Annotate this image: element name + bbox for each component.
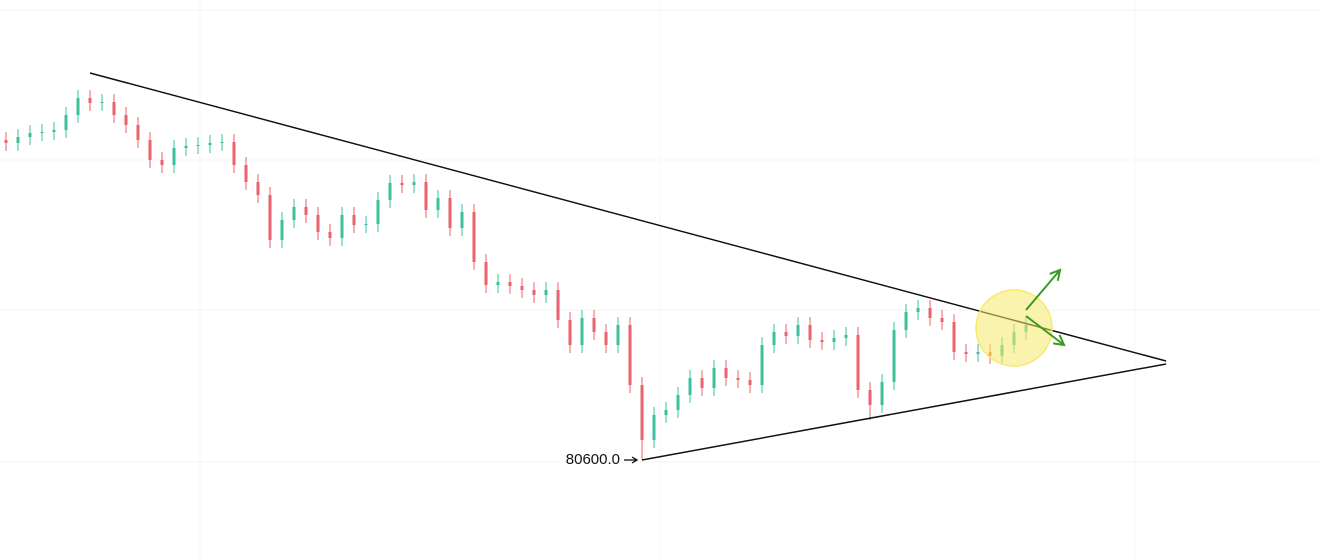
candle-body: [508, 282, 512, 286]
candle-body: [460, 212, 464, 228]
candle-body: [400, 183, 404, 185]
candle-body: [676, 395, 680, 410]
candle-body: [616, 325, 620, 345]
candle-body: [316, 215, 320, 232]
candle-body: [652, 415, 656, 440]
candle-body: [928, 308, 932, 318]
candle-body: [40, 132, 44, 133]
candle-body: [760, 345, 764, 385]
candle-body: [568, 320, 572, 345]
candle-body: [64, 115, 68, 130]
candle-body: [772, 332, 776, 345]
candle-body: [88, 98, 92, 103]
candle-body: [124, 115, 128, 125]
candle-body: [904, 312, 908, 330]
candle-body: [832, 338, 836, 342]
candle-body: [412, 182, 416, 185]
candle-body: [532, 290, 536, 295]
candle-body: [232, 142, 236, 165]
candle-body: [268, 195, 272, 240]
candle-body: [556, 290, 560, 320]
candle-body: [856, 335, 860, 390]
candle-body: [256, 182, 260, 195]
candle-body: [28, 133, 32, 137]
candle-body: [712, 368, 716, 388]
candle-body: [472, 212, 476, 262]
candle-body: [244, 165, 248, 182]
candle-body: [376, 200, 380, 224]
candle-body: [148, 140, 152, 160]
candle-body: [172, 148, 176, 165]
candle-body: [292, 207, 296, 220]
candle-body: [976, 352, 980, 354]
candle-body: [808, 325, 812, 340]
candle-body: [328, 232, 332, 238]
candle-body: [484, 262, 488, 285]
candle-body: [592, 318, 596, 332]
candle-body: [580, 318, 584, 345]
candle-body: [664, 410, 668, 415]
candle-body: [796, 325, 800, 336]
candle-body: [112, 102, 116, 115]
candle-body: [280, 220, 284, 240]
annotation-arrowhead: [631, 456, 639, 464]
candle-body: [820, 340, 824, 342]
candle-body: [892, 330, 896, 382]
candle-body: [916, 308, 920, 312]
candle-body: [196, 145, 200, 146]
candle-body: [964, 352, 968, 354]
candle-body: [352, 215, 356, 225]
candle-body: [880, 382, 884, 405]
direction-arrowhead: [1053, 334, 1066, 347]
candle-body: [940, 318, 944, 322]
candle-body: [868, 390, 872, 405]
candle-body: [520, 286, 524, 290]
candle-body: [724, 368, 728, 378]
candle-body: [448, 198, 452, 228]
candle-body: [208, 143, 212, 145]
candle-body: [700, 378, 704, 388]
trendline: [641, 363, 1167, 461]
candle-body: [220, 142, 224, 143]
highlight-circle: [975, 289, 1053, 367]
direction-arrow: [1025, 315, 1065, 346]
price-annotation: 80600.0: [566, 451, 620, 468]
candle-body: [748, 380, 752, 385]
candle-body: [160, 160, 164, 165]
candle-body: [364, 224, 368, 225]
candle-body: [496, 282, 500, 285]
candle-body: [736, 378, 740, 380]
candle-body: [4, 140, 8, 143]
candle-body: [604, 332, 608, 345]
candle-body: [16, 137, 20, 143]
candle-body: [340, 215, 344, 238]
candle-body: [436, 198, 440, 210]
candle-body: [424, 182, 428, 210]
candle-body: [784, 332, 788, 336]
candle-body: [640, 385, 644, 440]
candle-body: [76, 98, 80, 115]
candle-body: [688, 378, 692, 395]
candle-body: [304, 207, 308, 215]
direction-arrow: [1025, 269, 1061, 311]
candle-body: [952, 322, 956, 352]
candle-body: [136, 125, 140, 140]
candle-body: [388, 183, 392, 200]
direction-arrowhead: [1049, 268, 1062, 281]
candle-body: [52, 130, 56, 132]
candle-body: [544, 290, 548, 295]
candle-body: [628, 325, 632, 385]
candle-body: [100, 102, 104, 103]
candle-body: [844, 335, 848, 338]
candle-body: [184, 146, 188, 148]
